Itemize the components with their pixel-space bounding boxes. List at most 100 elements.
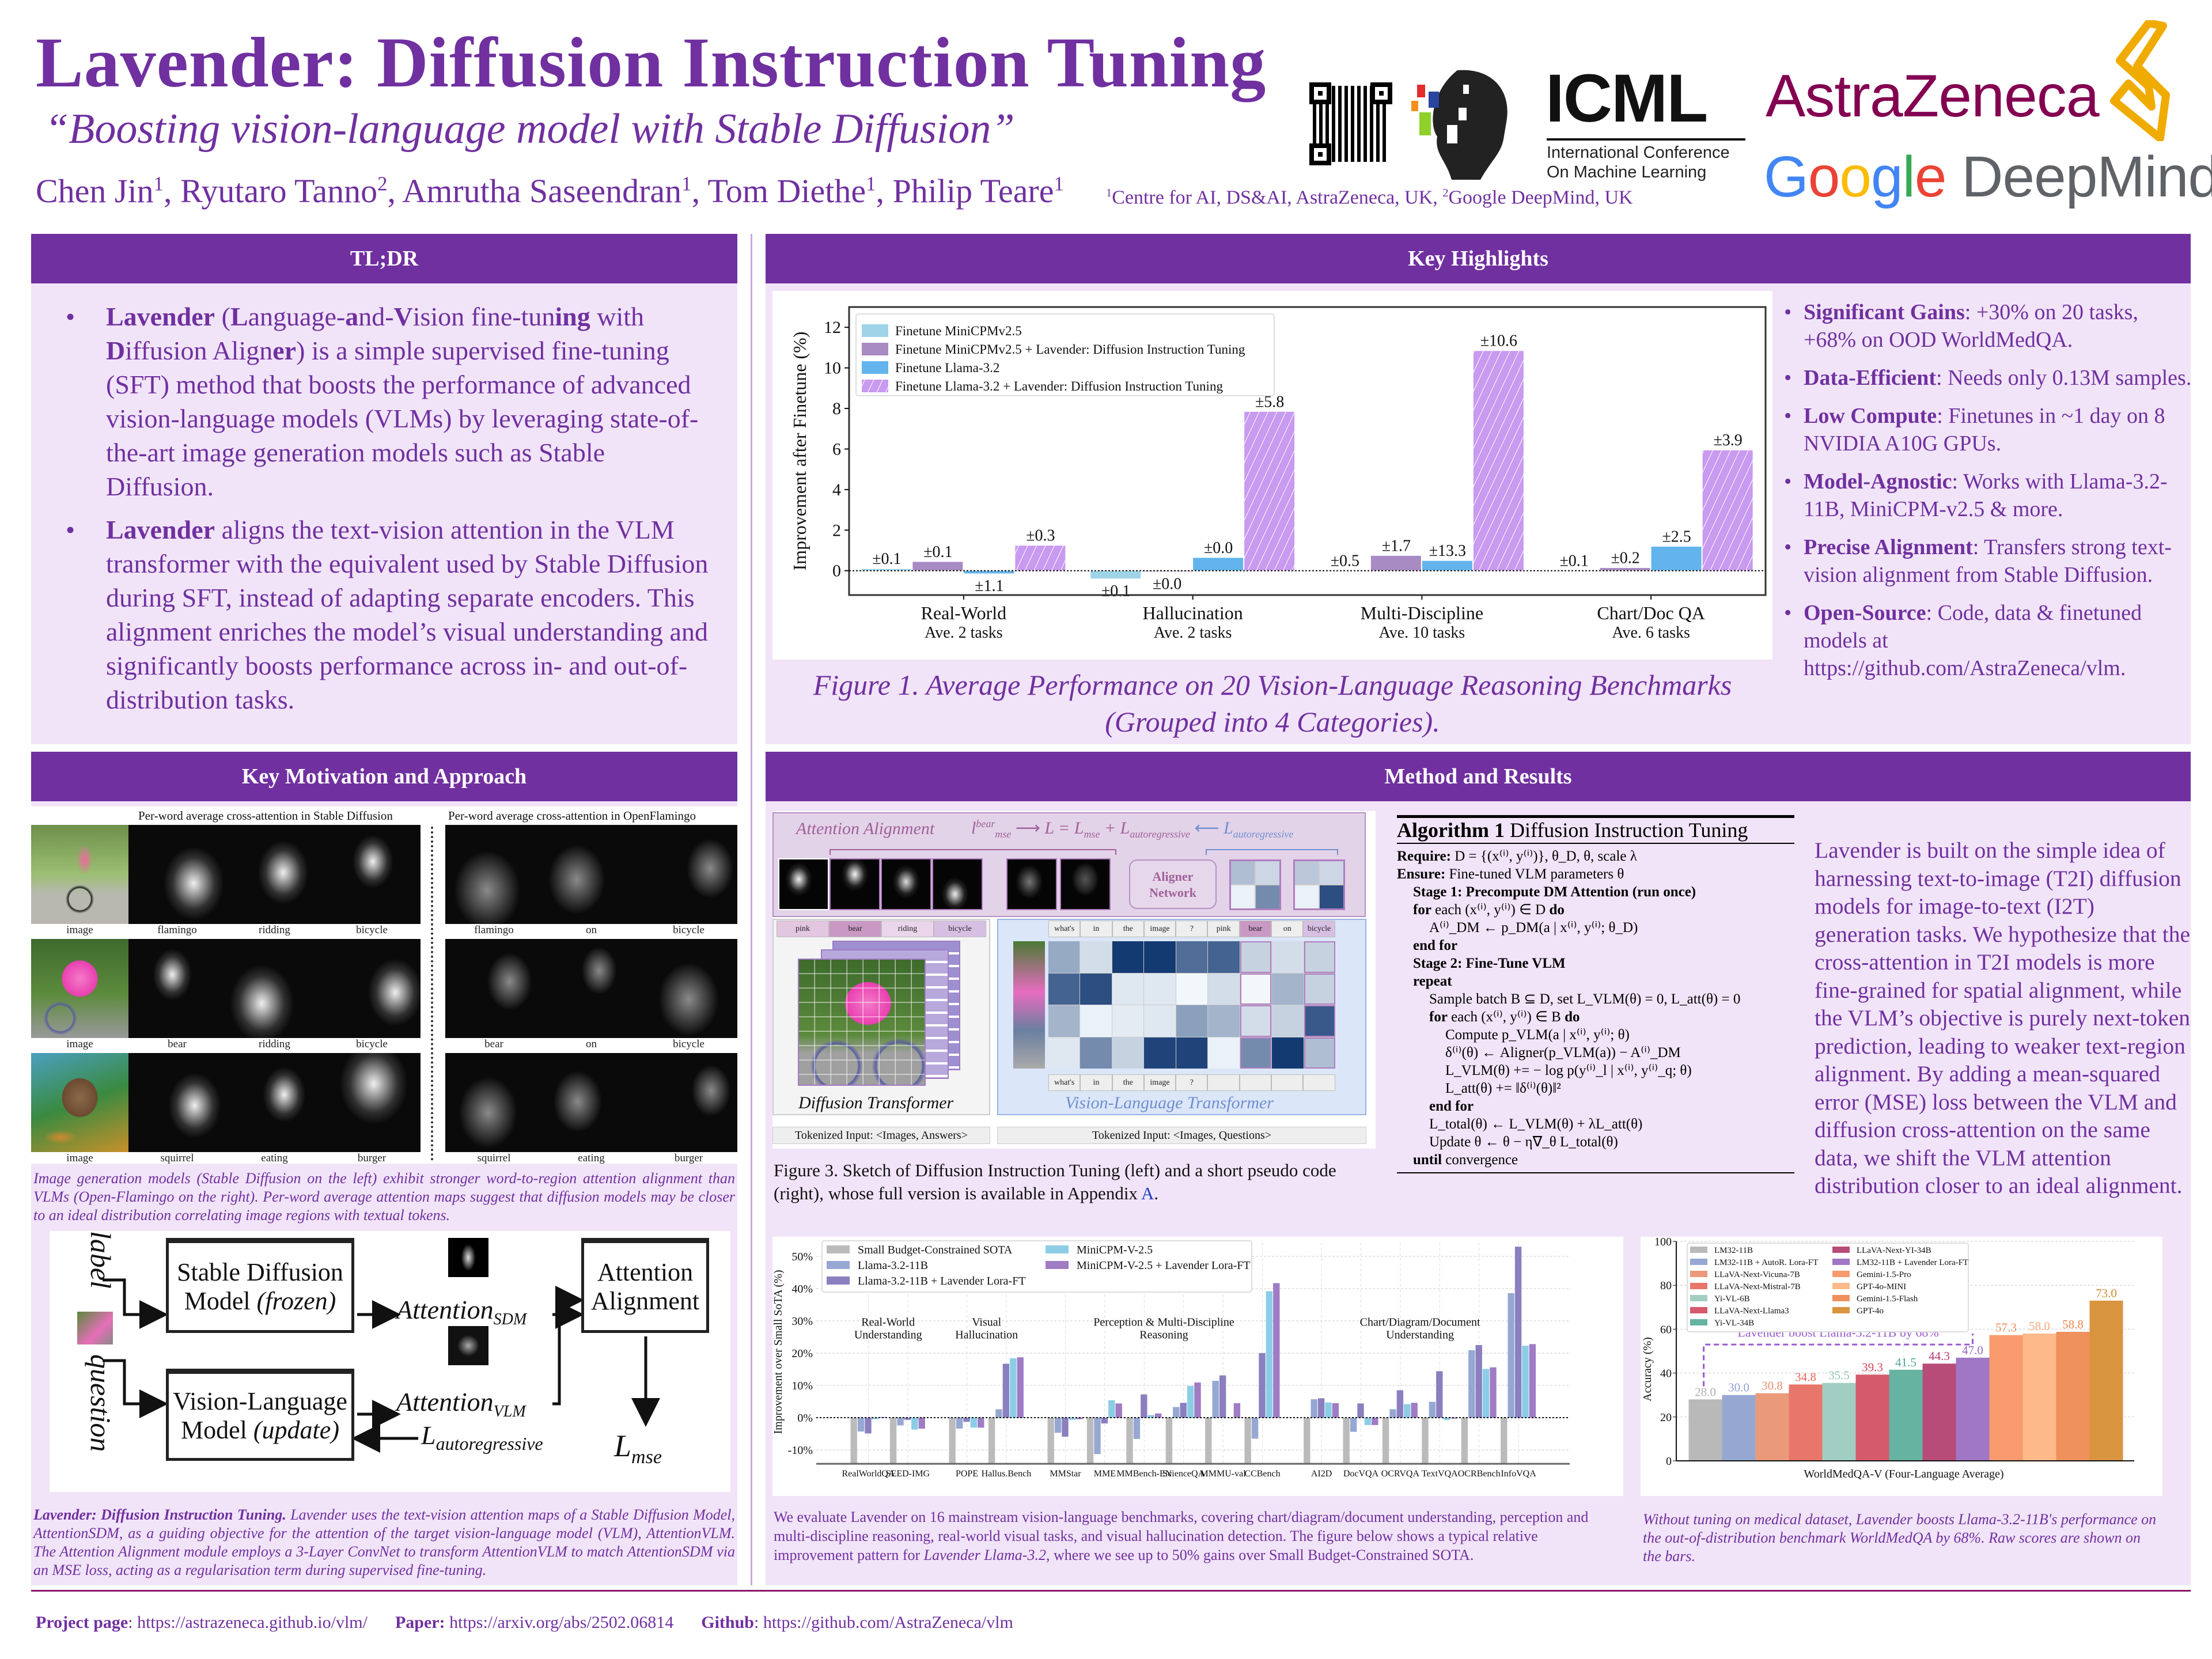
bar (988, 1418, 995, 1464)
y-tick-label: 80 (1660, 1279, 1672, 1292)
section-header-tldr: TL;DR (31, 234, 737, 283)
token-cell: what's (1048, 921, 1081, 937)
legend-swatch (1832, 1259, 1850, 1265)
algorithm-keyword: end for (1429, 1099, 1474, 1114)
footer-separator (445, 1613, 450, 1632)
poster-subtitle: “Boosting vision-language model with Sta… (45, 105, 1015, 153)
tldr-bullet: Lavender aligns the text-vision attentio… (54, 513, 714, 717)
dm-attention-map (932, 858, 983, 910)
attention-map-label: flamingo (157, 924, 197, 936)
legend-swatch (862, 343, 888, 355)
bar (1147, 1415, 1154, 1418)
legend-label: LM32-11B (1714, 1246, 1753, 1255)
token-cell (1303, 1074, 1335, 1091)
section-header-motivation: Key Motivation and Approach (31, 752, 737, 801)
dm-attention-map (1060, 858, 1111, 910)
input-image (31, 1053, 128, 1152)
bar (1855, 1374, 1889, 1461)
footer-link[interactable]: https://arxiv.org/abs/2502.06814 (449, 1613, 674, 1632)
bar (1266, 1291, 1273, 1418)
bar (1192, 557, 1244, 571)
method-description: Lavender is built on the simple idea of … (1815, 838, 2191, 1198)
algorithm-line: Ensure: Fine-tuned VLM parameters θ (1397, 865, 1794, 883)
attention-map-label: bicycle (356, 924, 388, 936)
bar (1154, 1413, 1162, 1418)
spacer (421, 939, 445, 1052)
legend-swatch (827, 1245, 850, 1253)
legend-swatch (1832, 1247, 1850, 1253)
attention-map-image (226, 939, 323, 1038)
algorithm-line: end for (1397, 937, 1794, 955)
highlight-text: : Code, data & finetuned models at https… (1804, 601, 2142, 680)
legend-label: Finetune MiniCPMv2.5 (895, 324, 1022, 338)
benchmark-label: SEED-IMG (886, 1469, 930, 1479)
legend-label: GPT-4o (1857, 1306, 1884, 1316)
footer-separator: : (128, 1613, 138, 1632)
legend-label: LM32-11B + Lavender Lora-FT (1857, 1258, 1968, 1267)
token-cell: bicycle (1303, 921, 1335, 937)
attention-map-image (543, 825, 640, 924)
icml-sub-line1: International Conference (1547, 143, 1730, 162)
algorithm-label: Algorithm 1 (1397, 819, 1505, 842)
bar (1101, 1418, 1108, 1424)
bracket (830, 849, 1116, 855)
bar (995, 1409, 1002, 1418)
algorithm-text: L_total(θ) ← L_VLM(θ) + λL_att(θ) (1429, 1116, 1643, 1132)
dm-attention-map (778, 858, 829, 910)
highlight-item: Open-Source: Code, data & finetuned mode… (1784, 599, 2193, 682)
attention-map-cell: ridding (226, 939, 323, 1052)
appendix-link[interactable]: A (1141, 1183, 1154, 1203)
token-cell: the (1112, 921, 1144, 937)
tldr-text-segment: ( (215, 302, 230, 331)
highlight-text: : Finetunes in ~1 day on 8 NVIDIA A10G G… (1804, 404, 2165, 456)
author-name: Philip Teare (892, 172, 1054, 210)
question-input-text: question (85, 1354, 117, 1452)
vlm-box-model: Model (181, 1416, 253, 1444)
legend-swatch (862, 380, 888, 392)
attention-map-cell: squirrel (445, 1053, 543, 1166)
algorithm-keyword: for (1413, 902, 1431, 918)
bar-value-label: 30.8 (1762, 1379, 1783, 1393)
algorithm-text: each (x⁽ⁱ⁾, y⁽ⁱ⁾) ∈ D (1431, 902, 1550, 918)
loss-formula: lbearmse ⟶ L = Lmse + Lautoregressive ⟵ … (971, 818, 1293, 840)
bar-value-label: 57.3 (1995, 1321, 2017, 1335)
legend-swatch (862, 324, 888, 337)
bar (1002, 1363, 1010, 1418)
token-cell: bear (829, 921, 881, 937)
heatmap-cell (1231, 885, 1255, 908)
bar (1822, 1382, 1856, 1461)
algorithm-text: L_att(θ) += ‖δ⁽ⁱ⁾(θ)‖² (1445, 1081, 1561, 1096)
input-image (31, 939, 128, 1038)
algorithm-line: for each (x⁽ⁱ⁾, y⁽ⁱ⁾) ∈ B do (1397, 1008, 1794, 1026)
deepmind-logo-text: DeepMind (1946, 145, 2212, 209)
footer-link[interactable]: https://github.com/AstraZeneca/vlm (763, 1613, 1013, 1632)
author-affiliation-number: 2 (377, 172, 388, 195)
attention-map-label: bear (168, 1038, 187, 1050)
bar (1396, 1390, 1404, 1418)
footer-link[interactable]: https://astrazeneca.github.io/vlm/ (137, 1613, 368, 1632)
highlight-text: : Works with Llama-3.2-11B, MiniCPM-v2.5… (1804, 469, 2168, 521)
y-tick-label: 40% (791, 1283, 813, 1296)
section-header-key-highlights: Key Highlights (766, 234, 2191, 283)
bar (1364, 1418, 1372, 1425)
dm-attention-map (830, 858, 880, 910)
tldr-text-segment: Lavender (106, 302, 215, 331)
bar (1522, 1346, 1529, 1418)
algorithm-line: Sample batch B ⊆ D, set L_VLM(θ) = 0, L_… (1397, 990, 1794, 1008)
heatmap-cell (1240, 973, 1272, 1005)
token-cell (1207, 1074, 1240, 1091)
bar (1233, 1403, 1241, 1418)
token-cell: on (1271, 921, 1304, 937)
bar (1350, 1418, 1357, 1432)
bench-caption-a: We evaluate Lavender on 16 mainstream vi… (774, 1509, 1589, 1563)
y-tick-label: 12 (824, 318, 841, 337)
qr-code-icon[interactable] (1305, 78, 1397, 170)
bar (1461, 1418, 1468, 1464)
benchmark-label: Hallus.Bench (982, 1469, 1032, 1479)
error-label: ±0.0 (1204, 539, 1233, 557)
bar (1317, 1398, 1325, 1418)
highlight-title: Model-Agnostic (1804, 469, 1952, 494)
bar (1273, 1283, 1280, 1418)
heatmap-cell (1208, 973, 1240, 1005)
tldr-text-segment: V (393, 302, 413, 331)
